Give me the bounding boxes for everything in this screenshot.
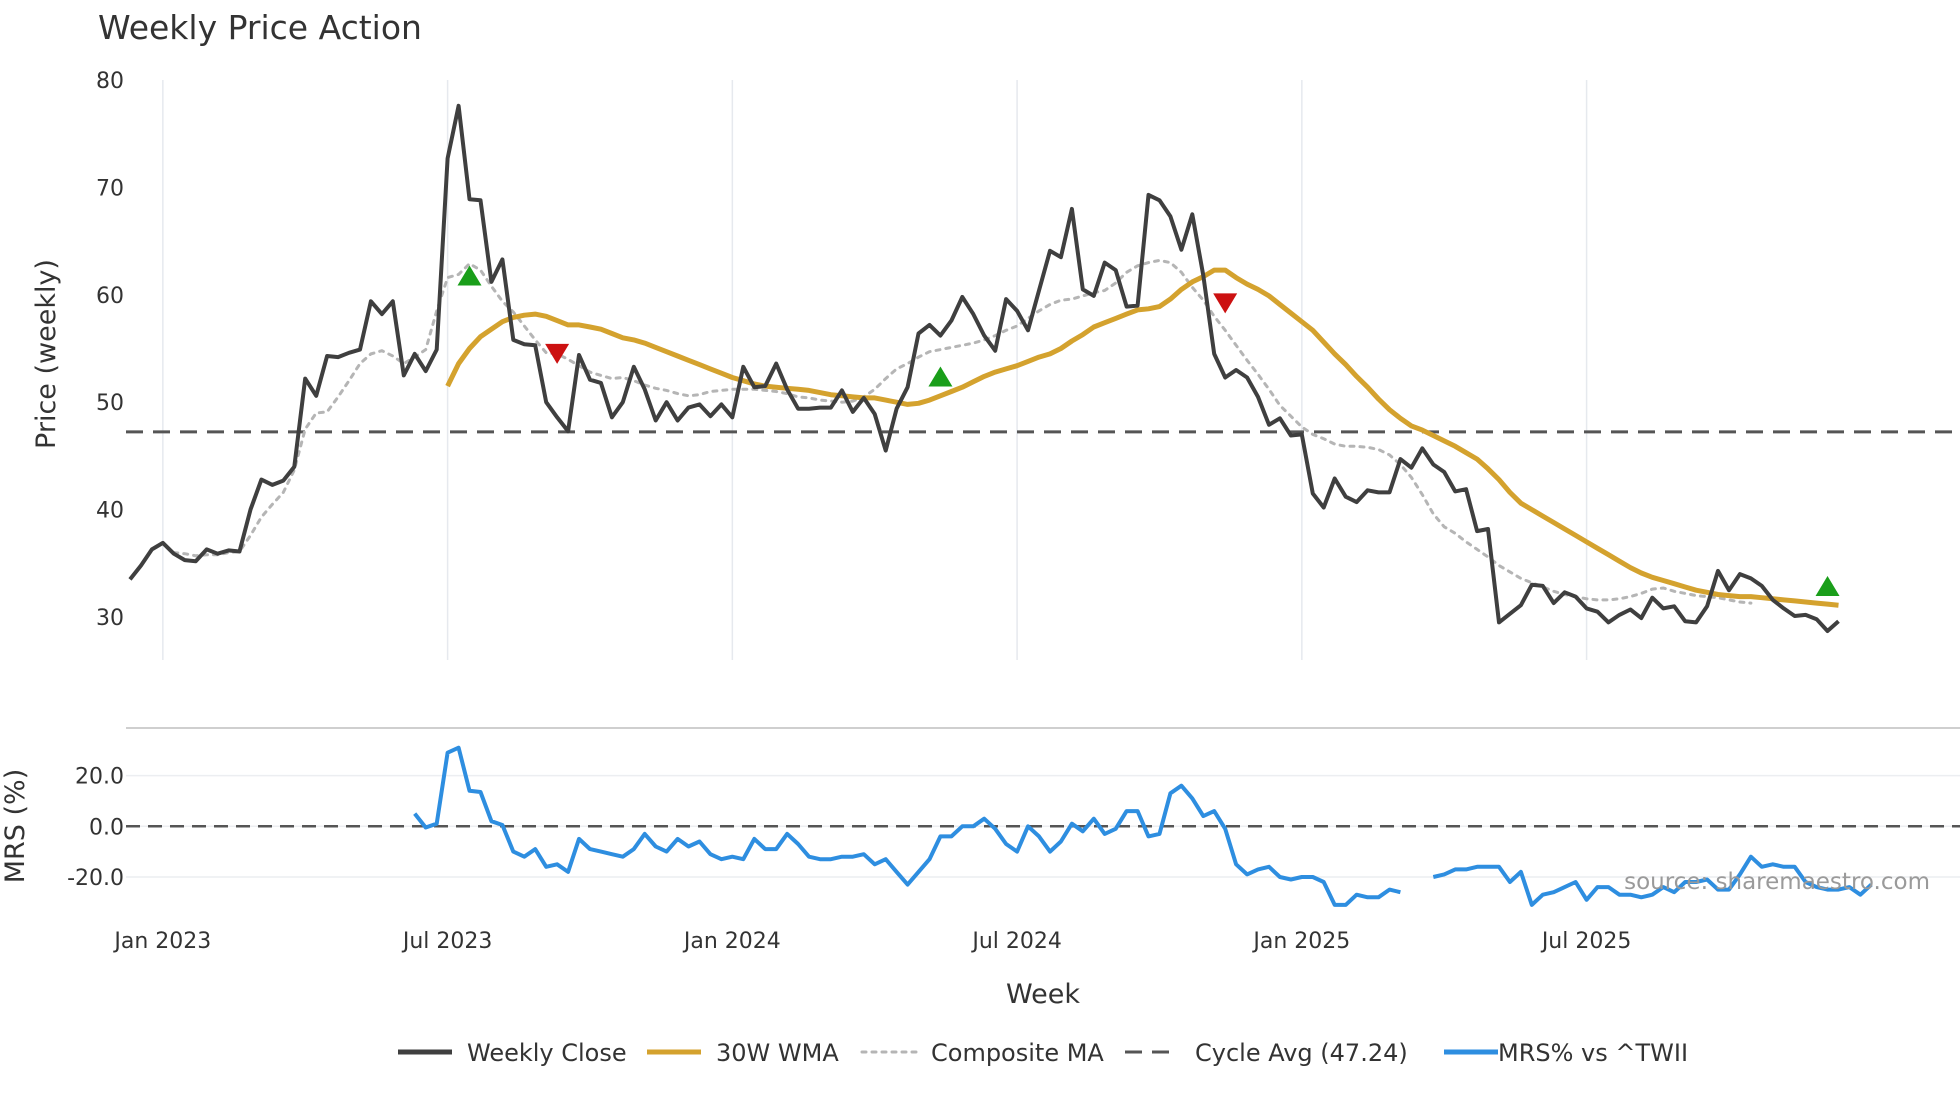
- price-y-tick-label: 70: [96, 176, 124, 201]
- price-y-tick-label: 80: [96, 69, 124, 94]
- composite-ma-line: [172, 258, 1753, 605]
- x-tick-label: Jul 2023: [401, 929, 493, 954]
- mrs-y-tick-label: -20.0: [67, 866, 124, 891]
- mrs-y-tick-label: 0.0: [89, 815, 124, 840]
- legend-label-cycle: Cycle Avg (47.24): [1195, 1039, 1408, 1067]
- vertical-gridlines: [162, 80, 1588, 660]
- legend-item-wma: 30W WMA: [647, 1039, 839, 1067]
- legend-item-mrs: MRS% vs ^TWII: [1444, 1039, 1688, 1067]
- buy-signal-marker: [1815, 575, 1840, 596]
- x-tick-label: Jul 2024: [970, 929, 1062, 954]
- legend-label-composite: Composite MA: [931, 1039, 1104, 1067]
- legend-item-composite: Composite MA: [860, 1039, 1104, 1067]
- sell-signal-marker: [545, 343, 570, 364]
- buy-signal-marker: [457, 265, 482, 286]
- price-y-tick-label: 30: [96, 606, 124, 631]
- legend-label-mrs: MRS% vs ^TWII: [1498, 1039, 1688, 1067]
- sell-signal-marker: [1213, 293, 1238, 314]
- chart-title: Weekly Price Action: [98, 8, 422, 47]
- x-tick-label: Jan 2025: [1251, 929, 1350, 954]
- price-panel: 30 40 50 60 70 80 Price (weekly): [31, 69, 1960, 633]
- x-axis-ticks: Jan 2023 Jul 2023 Jan 2024 Jul 2024 Jan 2025…: [112, 929, 1631, 954]
- mrs-panel: -20.0 0.0 20.0 MRS (%) source: sharemaestr…: [0, 745, 1960, 907]
- source-note: source: sharemaestro.com: [1624, 869, 1930, 895]
- legend-item-weekly-close: Weekly Close: [398, 1039, 627, 1067]
- price-y-tick-label: 60: [96, 284, 124, 309]
- legend-item-cycle-avg: Cycle Avg (47.24): [1125, 1039, 1408, 1067]
- mrs-y-axis-label: MRS (%): [0, 769, 31, 884]
- mrs-y-tick-label: 20.0: [75, 765, 124, 790]
- x-axis-label: Week: [1006, 979, 1080, 1010]
- legend-label-close: Weekly Close: [467, 1039, 627, 1067]
- weekly-close-line: [128, 103, 1840, 633]
- price-y-axis-label: Price (weekly): [31, 259, 62, 449]
- legend: Weekly Close 30W WMA Composite MA Cycle …: [398, 1039, 1688, 1067]
- wma-30w-line: [445, 267, 1839, 608]
- buy-signal-marker: [928, 366, 953, 387]
- mrs-line: [413, 745, 1873, 907]
- trade-signals: [457, 265, 1840, 596]
- price-y-tick-label: 50: [96, 391, 124, 416]
- price-y-ticks: 30 40 50 60 70 80: [96, 69, 124, 631]
- legend-label-wma: 30W WMA: [716, 1039, 839, 1067]
- x-tick-label: Jul 2025: [1540, 929, 1632, 954]
- x-tick-label: Jan 2024: [682, 929, 781, 954]
- price-y-tick-label: 40: [96, 499, 124, 524]
- x-tick-label: Jan 2023: [112, 929, 211, 954]
